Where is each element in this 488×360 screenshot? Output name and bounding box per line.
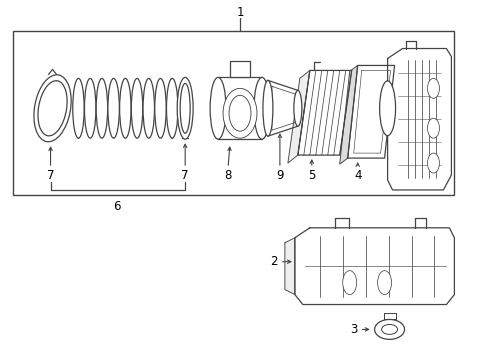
Ellipse shape bbox=[34, 75, 71, 142]
Ellipse shape bbox=[374, 319, 404, 339]
Ellipse shape bbox=[210, 77, 225, 139]
Ellipse shape bbox=[177, 77, 193, 139]
Ellipse shape bbox=[377, 271, 391, 294]
Polygon shape bbox=[383, 314, 395, 319]
Polygon shape bbox=[287, 71, 309, 163]
Text: 9: 9 bbox=[276, 168, 283, 181]
Text: 2: 2 bbox=[270, 255, 277, 268]
Polygon shape bbox=[387, 49, 450, 190]
Ellipse shape bbox=[96, 78, 107, 138]
Text: 7: 7 bbox=[181, 168, 188, 181]
Text: 6: 6 bbox=[113, 200, 121, 213]
Ellipse shape bbox=[38, 81, 67, 136]
Polygon shape bbox=[347, 66, 394, 158]
Ellipse shape bbox=[427, 78, 439, 98]
Ellipse shape bbox=[73, 78, 84, 138]
Polygon shape bbox=[285, 238, 294, 294]
Ellipse shape bbox=[180, 84, 190, 133]
Ellipse shape bbox=[143, 78, 154, 138]
Text: 1: 1 bbox=[236, 6, 243, 19]
Text: 4: 4 bbox=[353, 168, 361, 181]
Text: 8: 8 bbox=[224, 168, 231, 181]
Ellipse shape bbox=[379, 81, 395, 136]
Ellipse shape bbox=[84, 78, 96, 138]
Ellipse shape bbox=[154, 78, 166, 138]
Polygon shape bbox=[294, 228, 453, 305]
Ellipse shape bbox=[108, 78, 119, 138]
Ellipse shape bbox=[228, 95, 250, 131]
Ellipse shape bbox=[223, 88, 256, 138]
Ellipse shape bbox=[293, 90, 301, 126]
Polygon shape bbox=[229, 62, 249, 77]
Polygon shape bbox=[297, 71, 351, 155]
Ellipse shape bbox=[253, 77, 269, 139]
Ellipse shape bbox=[427, 118, 439, 138]
Text: 7: 7 bbox=[47, 168, 54, 181]
Ellipse shape bbox=[381, 324, 397, 334]
Ellipse shape bbox=[166, 78, 178, 138]
Bar bbox=[13, 31, 453, 195]
Polygon shape bbox=[267, 80, 297, 136]
Ellipse shape bbox=[120, 78, 131, 138]
Ellipse shape bbox=[263, 80, 272, 136]
Polygon shape bbox=[339, 66, 357, 164]
Ellipse shape bbox=[427, 153, 439, 173]
Text: 5: 5 bbox=[307, 168, 315, 181]
Ellipse shape bbox=[131, 78, 142, 138]
Ellipse shape bbox=[342, 271, 356, 294]
Text: 3: 3 bbox=[349, 323, 357, 336]
